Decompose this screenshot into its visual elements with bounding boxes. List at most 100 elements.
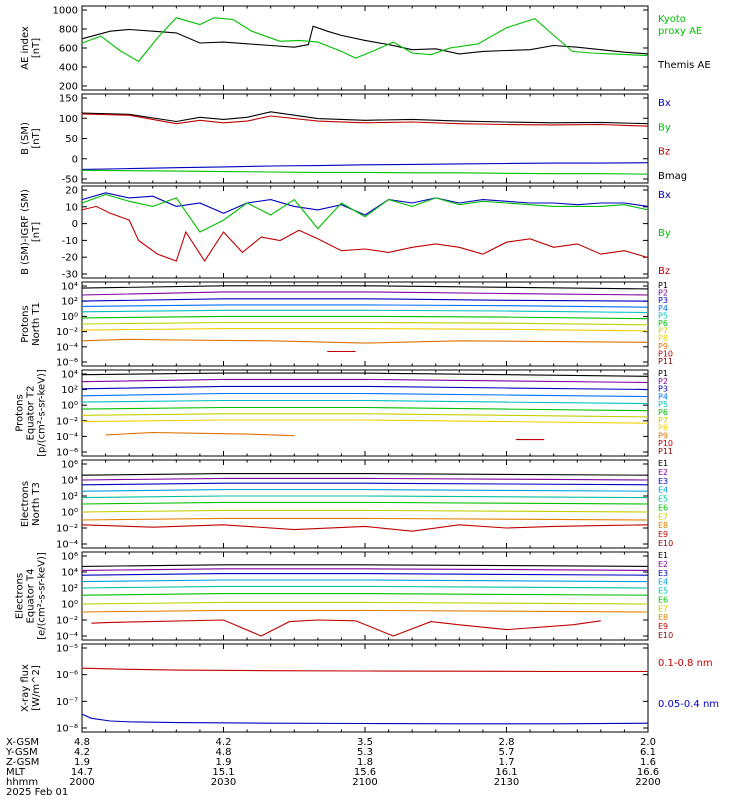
ete-legend-item: E2	[658, 560, 668, 569]
etn-ytick-label: 10⁻⁴	[56, 540, 78, 551]
ae-legend-item: Themis AE	[657, 60, 711, 71]
etn-legend-item: E6	[658, 503, 668, 512]
xaxis-row-value: 2130	[494, 777, 519, 788]
pte-series-p9	[105, 431, 295, 437]
ete-legend-item: E3	[658, 569, 668, 578]
ptn-ytick-label: 10²	[61, 297, 78, 308]
ae-ytick-label: 600	[59, 44, 78, 55]
bdiff-ytick-label: -10	[62, 236, 78, 247]
xray-legend-item: 0.1-0.8 nm	[658, 658, 713, 669]
ete-ytick-label: 10⁰	[61, 600, 78, 611]
etn-series-e5	[81, 495, 649, 499]
xaxis-row-value: 1.7	[499, 757, 515, 768]
xaxis-row-value: 1.8	[357, 757, 373, 768]
pte-legend-item: P7	[658, 416, 668, 425]
ete-legend-item: E7	[658, 604, 668, 613]
etn-ytick-label: 10²	[61, 492, 78, 503]
xaxis-row-value: 2.0	[640, 737, 656, 748]
ete-series-e6	[81, 593, 649, 596]
etn-legend-item: E5	[658, 495, 668, 504]
pte-series-p5	[81, 399, 649, 405]
pte-legend-item: P10	[658, 439, 673, 448]
etn-ylabel: North T3	[31, 482, 42, 526]
ete-legend-item: E9	[658, 622, 668, 631]
xaxis-row-value: 4.2	[216, 737, 232, 748]
xaxis-row-value: 4.2	[74, 747, 90, 758]
ete-series-e9	[91, 619, 601, 637]
etn-series-e7	[81, 509, 649, 513]
xaxis-row-label: MLT	[6, 767, 26, 778]
ete-series-e8	[81, 609, 649, 613]
pte-series-p4	[81, 392, 649, 398]
xaxis-row-label: X-GSM	[6, 737, 39, 748]
ete-series-e3	[81, 573, 649, 576]
ptn-legend-item: P7	[658, 327, 668, 336]
ete-legend-item: E1	[658, 551, 668, 560]
ete-series-e1	[81, 564, 649, 567]
bsm-ytick-label: 150	[59, 94, 78, 105]
etn-legend-item: E8	[658, 521, 668, 530]
xaxis-row-value: 2000	[69, 777, 94, 788]
xray-series-0.1-0.8-nm	[81, 667, 648, 673]
bdiff-ytick-label: 0	[72, 219, 78, 230]
pte-series-p6	[81, 406, 649, 412]
ptn-series-p7	[81, 321, 649, 326]
ptn-series-p8	[81, 328, 649, 332]
xray-frame	[81, 643, 649, 733]
ete-series-e5	[81, 585, 649, 589]
ae-ytick-label: 200	[59, 82, 78, 93]
ete-legend-item: E5	[658, 587, 668, 596]
ete-ytick-label: 10²	[61, 584, 78, 595]
bdiff-legend-item: Bz	[658, 266, 670, 277]
ae-legend-item: proxy AE	[658, 26, 702, 37]
pte-legend-item: P8	[658, 424, 668, 433]
etn-legend-item: E7	[658, 512, 668, 521]
xaxis-row-value: 1.9	[74, 757, 90, 768]
xray-ytick-label: 10⁻⁸	[56, 724, 78, 735]
bsm-series-bx	[81, 162, 649, 170]
ptn-series-p5	[81, 309, 649, 314]
etn-series-e9	[81, 524, 649, 532]
ptn-series-p9	[81, 338, 649, 344]
bdiff-frame	[81, 185, 649, 279]
pte-legend-item: P9	[658, 431, 668, 440]
bsm-series-bz	[81, 113, 649, 127]
pte-series-p2	[81, 378, 649, 384]
etn-ylabel: Electrons	[20, 481, 31, 527]
ptn-series-p1	[81, 285, 649, 290]
ptn-legend-item: P6	[658, 319, 668, 328]
xaxis-row-value: 16.6	[637, 767, 659, 778]
ete-ylabel: Electrons	[15, 573, 26, 619]
bdiff-ylabel: B (SM)-IGRF (SM)	[20, 189, 31, 275]
etn-legend-item: E9	[658, 530, 668, 539]
bdiff-legend-item: Bx	[658, 190, 671, 201]
bdiff-ytick-label: -30	[62, 270, 78, 281]
ete-ylabel: Equator T4	[26, 569, 37, 624]
etn-legend-item: E2	[658, 468, 668, 477]
pte-series-p3	[81, 385, 649, 391]
pte-ytick-label: 10⁰	[61, 401, 78, 412]
pte-ylabel: Equator T2	[26, 386, 37, 441]
ptn-legend-item: P10	[658, 349, 673, 358]
bsm-legend-item: Bz	[658, 147, 670, 158]
ae-ytick-label: 400	[59, 63, 78, 74]
ptn-series-p6	[81, 315, 649, 320]
bsm-ytick-label: -50	[62, 175, 78, 186]
ete-ytick-label: 10⁶	[61, 552, 78, 563]
ptn-legend-item: P11	[658, 357, 673, 366]
etn-ytick-label: 10⁶	[61, 460, 78, 471]
bdiff-legend-item: By	[658, 228, 671, 239]
bsm-legend-item: By	[658, 122, 671, 133]
xray-ytick-label: 10⁻⁷	[56, 697, 78, 708]
xaxis-row-value: 2.8	[499, 737, 515, 748]
bdiff-ytick-label: -20	[62, 253, 78, 264]
ptn-ylabel: North T1	[31, 302, 42, 346]
xaxis-row-value: 3.5	[357, 737, 373, 748]
ete-legend-item: E4	[658, 578, 668, 587]
ptn-ytick-label: 10⁻⁶	[56, 358, 78, 369]
bsm-ytick-label: 100	[59, 114, 78, 125]
ae-ylabel: [nT]	[31, 38, 42, 58]
ete-ytick-label: 10⁻⁴	[56, 632, 78, 643]
